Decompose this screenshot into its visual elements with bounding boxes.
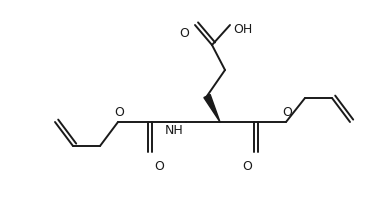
Polygon shape xyxy=(204,94,220,122)
Text: OH: OH xyxy=(233,23,252,36)
Text: O: O xyxy=(154,160,164,173)
Text: O: O xyxy=(282,106,292,119)
Text: O: O xyxy=(114,106,124,119)
Text: O: O xyxy=(242,160,252,173)
Text: NH: NH xyxy=(165,124,184,137)
Text: O: O xyxy=(179,27,189,40)
